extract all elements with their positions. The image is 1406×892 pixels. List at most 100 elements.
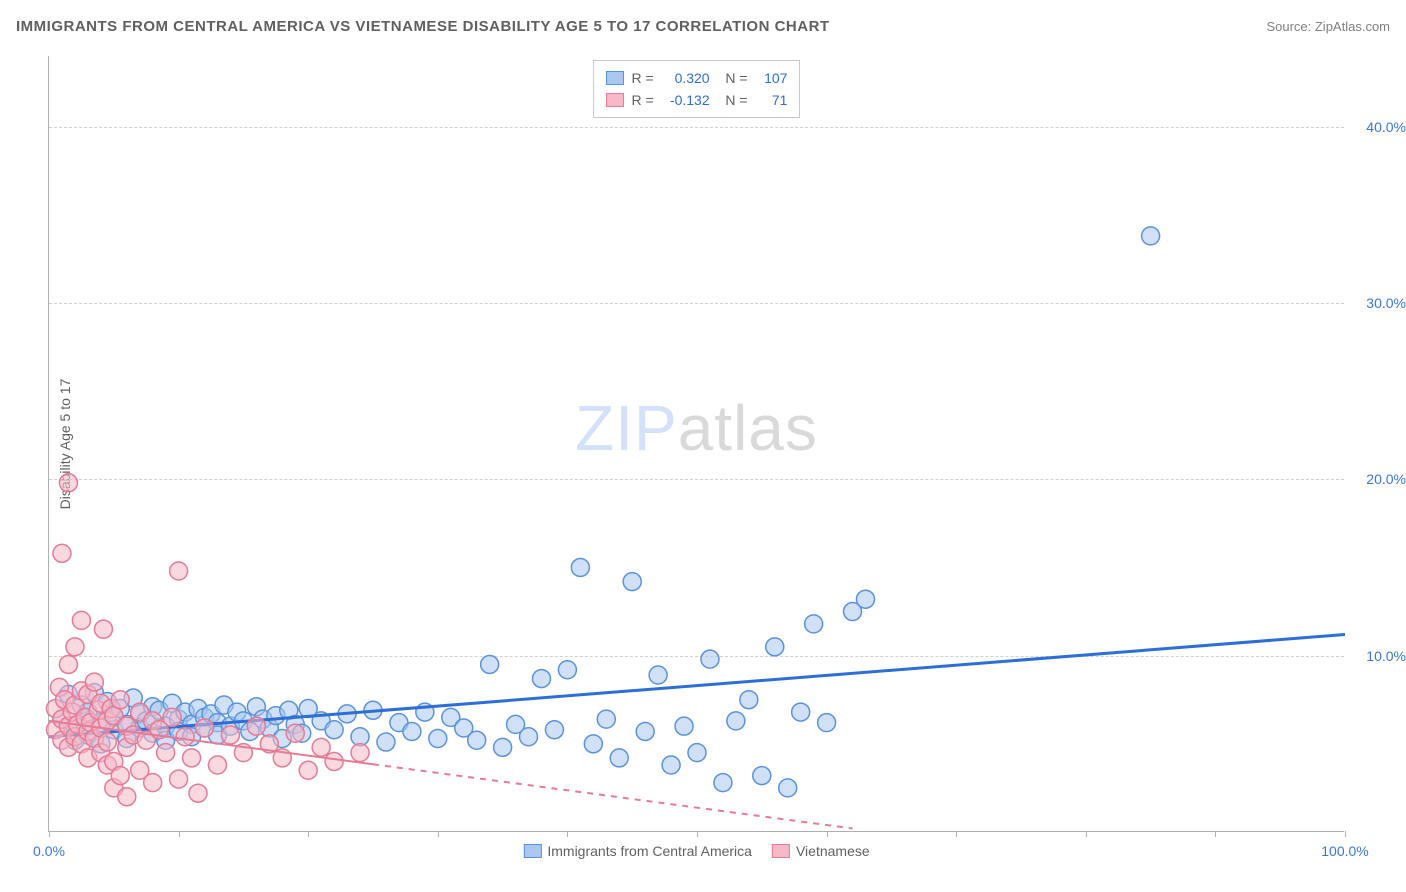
data-point xyxy=(286,724,304,742)
chart-title: IMMIGRANTS FROM CENTRAL AMERICA VS VIETN… xyxy=(16,18,830,35)
data-point xyxy=(247,717,265,735)
legend-label: Vietnamese xyxy=(796,843,870,859)
x-tick xyxy=(49,831,50,837)
data-point xyxy=(688,744,706,762)
data-point xyxy=(208,756,226,774)
legend-swatch xyxy=(606,93,624,107)
data-point xyxy=(157,744,175,762)
data-point xyxy=(53,544,71,562)
data-point xyxy=(818,714,836,732)
data-point xyxy=(584,735,602,753)
data-point xyxy=(66,638,84,656)
data-point xyxy=(714,774,732,792)
y-tick-label: 30.0% xyxy=(1352,295,1406,311)
legend-item: Immigrants from Central America xyxy=(523,843,752,859)
data-point xyxy=(403,722,421,740)
data-point xyxy=(111,691,129,709)
data-point xyxy=(325,721,343,739)
y-tick-label: 40.0% xyxy=(1352,119,1406,135)
legend-swatch xyxy=(523,844,541,858)
data-point xyxy=(532,670,550,688)
data-point xyxy=(163,708,181,726)
x-tick xyxy=(308,831,309,837)
data-point xyxy=(727,712,745,730)
title-bar: IMMIGRANTS FROM CENTRAL AMERICA VS VIETN… xyxy=(16,18,1390,35)
legend-stats: R = 0.320 N = 107R = -0.132 N = 71 xyxy=(593,60,801,118)
data-point xyxy=(597,710,615,728)
trend-line-extrapolated xyxy=(373,764,853,828)
data-point xyxy=(118,788,136,806)
x-tick xyxy=(697,831,698,837)
legend-series: Immigrants from Central America Vietnames… xyxy=(523,843,869,859)
x-tick xyxy=(827,831,828,837)
data-point xyxy=(189,784,207,802)
data-point xyxy=(558,661,576,679)
x-tick xyxy=(567,831,568,837)
x-tick xyxy=(179,831,180,837)
legend-swatch xyxy=(606,71,624,85)
legend-label: Immigrants from Central America xyxy=(547,843,752,859)
data-point xyxy=(753,767,771,785)
data-point xyxy=(312,738,330,756)
x-tick xyxy=(956,831,957,837)
data-point xyxy=(481,655,499,673)
data-point xyxy=(196,719,214,737)
data-point xyxy=(299,761,317,779)
y-tick-label: 10.0% xyxy=(1352,648,1406,664)
data-point xyxy=(94,620,112,638)
data-point xyxy=(377,733,395,751)
data-point xyxy=(662,756,680,774)
data-point xyxy=(351,744,369,762)
data-point xyxy=(170,562,188,580)
x-tick xyxy=(1086,831,1087,837)
data-point xyxy=(792,703,810,721)
data-point xyxy=(59,655,77,673)
data-point xyxy=(649,666,667,684)
data-point xyxy=(98,733,116,751)
legend-n-value: N = 107 xyxy=(718,70,788,86)
data-point xyxy=(675,717,693,735)
data-point xyxy=(779,779,797,797)
x-tick xyxy=(438,831,439,837)
scatter-svg xyxy=(49,56,1344,831)
data-point xyxy=(170,770,188,788)
legend-swatch xyxy=(772,844,790,858)
legend-stat-row: R = 0.320 N = 107 xyxy=(606,67,788,89)
data-point xyxy=(766,638,784,656)
data-point xyxy=(545,721,563,739)
data-point xyxy=(856,590,874,608)
legend-r-value: R = -0.132 xyxy=(632,92,710,108)
data-point xyxy=(623,573,641,591)
data-point xyxy=(494,738,512,756)
data-point xyxy=(571,558,589,576)
data-point xyxy=(111,767,129,785)
x-tick-label: 100.0% xyxy=(1321,843,1368,859)
trend-line xyxy=(49,634,1345,736)
legend-stat-row: R = -0.132 N = 71 xyxy=(606,89,788,111)
data-point xyxy=(325,752,343,770)
data-point xyxy=(610,749,628,767)
plot-area: Disability Age 5 to 17 10.0%20.0%30.0%40… xyxy=(48,56,1344,832)
legend-r-value: R = 0.320 xyxy=(632,70,710,86)
data-point xyxy=(429,730,447,748)
data-point xyxy=(1142,227,1160,245)
data-point xyxy=(59,474,77,492)
y-tick-label: 20.0% xyxy=(1352,471,1406,487)
data-point xyxy=(520,728,538,746)
data-point xyxy=(805,615,823,633)
data-point xyxy=(701,650,719,668)
x-tick xyxy=(1345,831,1346,837)
x-tick-label: 0.0% xyxy=(33,843,65,859)
data-point xyxy=(740,691,758,709)
legend-n-value: N = 71 xyxy=(718,92,788,108)
data-point xyxy=(468,731,486,749)
data-point xyxy=(636,722,654,740)
legend-item: Vietnamese xyxy=(772,843,870,859)
x-tick xyxy=(1215,831,1216,837)
data-point xyxy=(144,774,162,792)
data-point xyxy=(85,673,103,691)
data-point xyxy=(221,726,239,744)
data-point xyxy=(176,728,194,746)
data-point xyxy=(183,749,201,767)
data-point xyxy=(72,611,90,629)
